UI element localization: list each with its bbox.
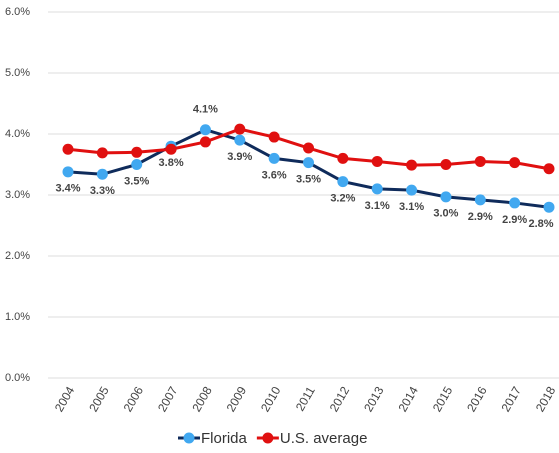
marker [234,123,246,135]
data-label: 3.6% [262,169,287,181]
data-label: 3.1% [399,201,424,213]
marker [543,163,555,175]
y-tick-label: 2.0% [5,250,30,262]
data-label: 3.5% [124,175,149,187]
marker [131,146,143,158]
marker [474,155,486,167]
marker [199,136,211,148]
data-label: 3.8% [159,157,184,169]
data-label: 4.1% [193,104,218,116]
marker [509,197,521,209]
data-label: 3.2% [330,192,355,204]
marker [303,142,314,154]
x-tick-label: 2006 [121,384,147,414]
marker [165,143,177,155]
marker [509,157,521,169]
x-tick-label: 2010 [258,384,284,414]
x-tick-label: 2009 [224,384,250,414]
data-label: 3.9% [227,151,252,163]
marker [337,176,349,188]
y-tick-label: 5.0% [5,67,30,79]
x-tick-label: 2014 [395,384,421,414]
marker [440,191,452,203]
marker [131,159,143,170]
data-label: 2.8% [528,218,553,230]
marker [303,157,314,169]
marker [268,131,280,143]
marker [406,159,418,171]
y-tick-label: 1.0% [5,311,30,323]
marker [199,124,211,136]
data-label: 3.3% [90,185,115,197]
marker [337,152,349,164]
y-tick-label: 0.0% [5,372,30,384]
data-label: 2.9% [502,214,527,226]
legend-marker [262,432,274,444]
x-tick-label: 2007 [155,384,181,414]
x-tick-label: 2012 [327,384,353,414]
data-label: 3.1% [365,200,390,212]
marker [406,184,418,196]
marker [96,168,108,180]
marker [62,166,74,178]
x-tick-label: 2013 [361,384,387,414]
y-tick-label: 3.0% [5,189,30,201]
x-tick-label: 2004 [52,384,78,414]
data-label: 3.4% [55,183,80,195]
marker [543,201,555,213]
y-tick-label: 6.0% [5,6,30,18]
x-tick-label: 2018 [533,384,559,414]
legend-label: Florida [201,430,248,447]
marker [268,152,280,164]
x-tick-label: 2015 [430,384,456,414]
marker [234,134,246,146]
x-tick-label: 2008 [189,384,215,414]
x-tick-label: 2016 [464,384,490,414]
marker [474,194,486,206]
marker [371,183,383,195]
marker [96,147,108,159]
data-label: 3.5% [296,174,321,186]
data-label: 2.9% [468,211,493,223]
x-tick-label: 2011 [293,384,318,414]
marker [440,159,452,170]
data-label: 3.0% [433,208,458,220]
y-tick-label: 4.0% [5,128,30,140]
x-tick-label: 2005 [86,384,112,414]
marker [371,155,383,167]
marker [62,143,74,155]
legend-marker [183,432,195,444]
x-tick-label: 2017 [499,384,525,414]
legend-label: U.S. average [280,430,368,447]
